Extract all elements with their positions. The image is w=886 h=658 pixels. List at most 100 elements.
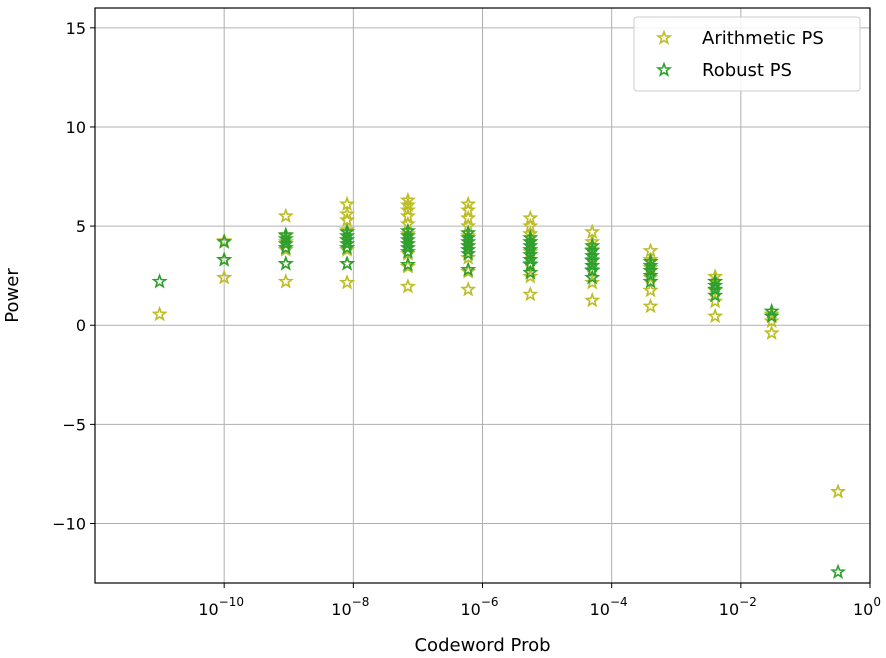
data-point xyxy=(763,302,780,319)
legend: Arithmetic PS Robust PS xyxy=(633,16,861,92)
legend-label: Arithmetic PS xyxy=(702,28,824,49)
data-point xyxy=(642,273,659,289)
data-point xyxy=(642,297,659,314)
data-point xyxy=(277,230,294,246)
data-point xyxy=(277,207,294,224)
y-tick-label: 0 xyxy=(76,316,86,335)
data-point xyxy=(584,237,601,253)
data-point xyxy=(216,269,233,285)
data-point xyxy=(277,273,294,289)
data-point xyxy=(707,292,724,309)
x-tick-base: 10 xyxy=(853,600,873,619)
data-point xyxy=(642,282,659,298)
data-point xyxy=(151,273,168,289)
data-point xyxy=(399,278,416,294)
data-point xyxy=(584,274,601,290)
data-point xyxy=(522,229,539,245)
legend-marker xyxy=(655,61,673,77)
x-tick-exponent: 0 xyxy=(873,595,881,609)
data-point xyxy=(522,251,539,267)
data-point xyxy=(339,205,356,222)
x-tick-base: 10 xyxy=(590,600,610,619)
legend-label: Robust PS xyxy=(702,60,792,81)
data-point xyxy=(460,281,477,297)
data-point xyxy=(707,277,724,293)
data-point xyxy=(460,201,477,218)
series-1 xyxy=(151,222,847,579)
data-point xyxy=(277,226,294,242)
data-point xyxy=(399,256,416,272)
data-point xyxy=(707,307,724,324)
y-tick-label: 5 xyxy=(76,217,86,236)
x-tick-label: 10−8 xyxy=(331,595,369,619)
data-point xyxy=(460,224,477,240)
data-point xyxy=(642,267,659,283)
y-axis-label: Power xyxy=(2,268,23,323)
y-tick-label: 10 xyxy=(66,118,86,137)
data-point xyxy=(339,227,356,243)
data-point xyxy=(399,227,416,243)
data-point xyxy=(339,255,356,271)
x-tick-label: 100 xyxy=(853,595,881,619)
legend-marker xyxy=(655,29,673,45)
data-point xyxy=(584,223,601,239)
x-tick-label: 10−6 xyxy=(460,595,498,619)
data-point xyxy=(522,268,539,284)
data-point xyxy=(460,195,477,212)
data-point xyxy=(829,563,847,579)
data-point xyxy=(642,257,659,273)
x-tick-label: 10−4 xyxy=(590,595,628,619)
x-tick-base: 10 xyxy=(331,600,351,619)
data-point xyxy=(399,196,416,213)
data-point xyxy=(584,252,601,268)
data-point xyxy=(277,255,294,271)
data-point xyxy=(460,229,477,245)
data-point xyxy=(399,222,416,238)
data-point xyxy=(584,262,601,278)
data-point xyxy=(584,257,601,273)
data-point xyxy=(277,239,294,255)
y-tick-label: −5 xyxy=(62,415,86,434)
data-point xyxy=(522,209,539,226)
data-point xyxy=(763,305,780,322)
data-point xyxy=(339,274,356,290)
data-point xyxy=(399,191,416,208)
data-point xyxy=(522,286,539,302)
x-tick-exponent: −2 xyxy=(739,595,757,609)
data-point xyxy=(339,223,356,239)
data-point xyxy=(829,483,847,499)
data-points xyxy=(151,191,847,579)
x-tick-exponent: −6 xyxy=(481,595,499,609)
data-point xyxy=(642,253,659,269)
data-point xyxy=(399,231,416,247)
data-point xyxy=(522,246,539,262)
data-point xyxy=(339,195,356,212)
data-point xyxy=(522,256,539,272)
data-point xyxy=(522,233,539,249)
data-point xyxy=(642,262,659,278)
data-point xyxy=(216,233,233,249)
data-point xyxy=(399,207,416,224)
data-point xyxy=(584,242,601,258)
grid xyxy=(95,8,871,583)
x-tick-base: 10 xyxy=(719,600,739,619)
x-axis-label: Codeword Prob xyxy=(414,635,550,656)
data-point xyxy=(584,291,601,308)
x-tick-exponent: −4 xyxy=(610,595,628,609)
data-point xyxy=(584,247,601,263)
y-tick-label: 15 xyxy=(66,19,86,38)
x-tick-exponent: −8 xyxy=(352,595,370,609)
data-point xyxy=(399,201,416,218)
x-tick-label: 10−10 xyxy=(198,595,244,619)
data-point xyxy=(763,307,780,324)
data-point xyxy=(460,233,477,249)
data-point xyxy=(216,232,233,248)
y-tick-label: −10 xyxy=(52,515,86,534)
legend-box xyxy=(633,16,861,92)
data-point xyxy=(216,251,233,267)
data-point xyxy=(707,273,724,289)
x-tick-exponent: −10 xyxy=(219,595,244,609)
x-tick-base: 10 xyxy=(198,600,218,619)
data-point xyxy=(460,261,477,277)
